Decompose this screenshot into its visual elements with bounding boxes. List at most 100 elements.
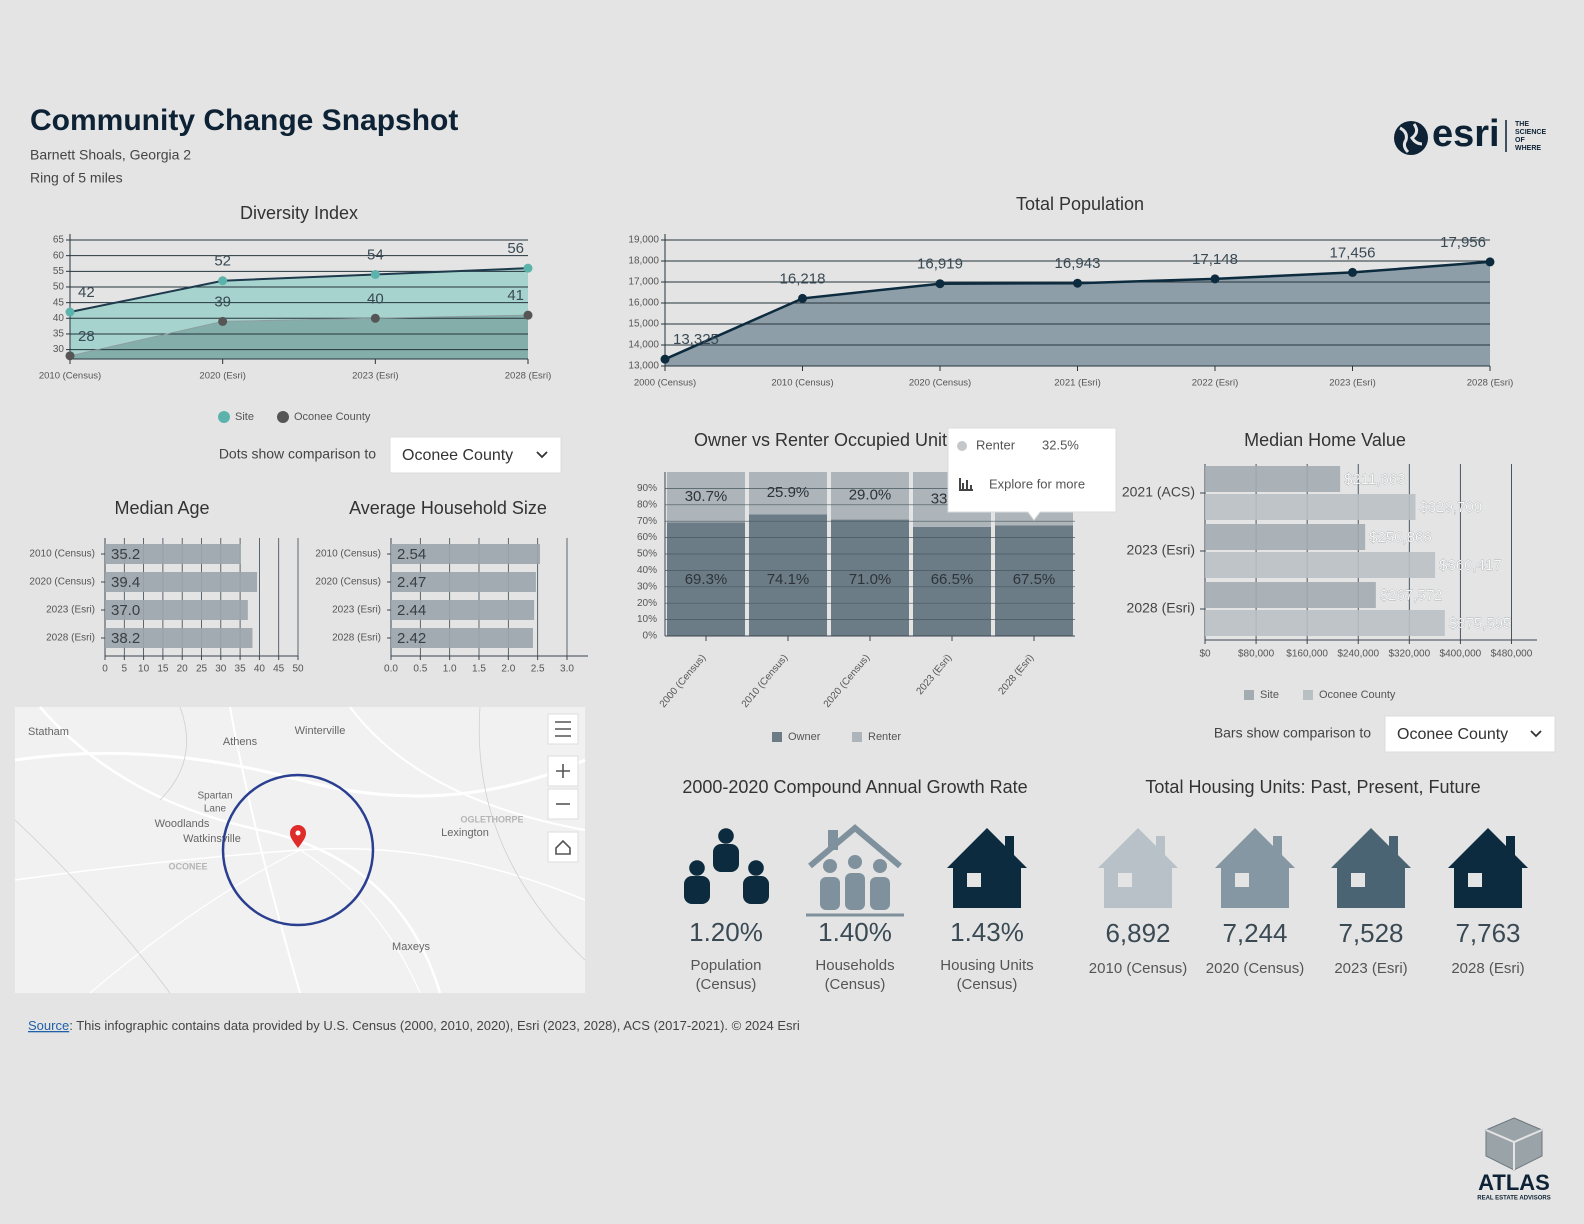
bar [1205,466,1341,492]
head [873,859,887,873]
place-label: Lane [204,804,227,815]
housing-label: 2020 (Census) [1206,960,1304,977]
map-button[interactable] [547,831,579,863]
place-label: Athens [223,736,258,748]
x-tick-label: 2010 (Census) [771,378,833,389]
home-button[interactable] [547,831,579,863]
chevron[interactable] [1530,730,1542,738]
y-tick-label: 2020 (Census) [315,577,381,588]
map[interactable]: Statham Athens Winterville Spartan Lane Woodl… [14,706,586,994]
x-tick-label: 5 [122,664,128,675]
chevron[interactable] [536,451,548,459]
dropdown-label: Dots show comparison to [219,446,376,462]
value-label: $329,700 [1420,499,1483,516]
point [1210,274,1220,284]
value-label: $267,572 [1380,587,1443,604]
value-label: 16,218 [780,270,826,287]
body [713,844,739,872]
bar [105,544,241,564]
x-tick-label: 2.5 [531,664,545,675]
chart-title: Diversity Index [240,203,358,223]
tooltip-icon [959,478,973,491]
y-tick-label: 20% [637,598,657,609]
dropdown-value[interactable]: Oconee County [402,447,513,464]
zoom-in-button[interactable] [547,755,579,787]
x-tick-label: 0 [102,664,108,675]
value-label: 56 [507,240,524,257]
growth-value: 1.20% [689,917,763,947]
legend-swatch [772,732,782,742]
x-tick-label: 2028 (Esri) [1467,378,1513,389]
x-tick-label: 0.5 [413,664,427,675]
place-label: Statham [28,726,69,738]
source-link[interactable]: Source [28,1018,69,1033]
x-tick-label: 10 [138,664,150,675]
source-text: : This infographic contains data provide… [69,1018,800,1033]
growth-value: 1.40% [818,917,892,947]
bar [391,572,536,592]
tooltip[interactable]: Renter 32.5% Explore for more [947,427,1117,521]
x-tick-label: 20 [177,664,189,675]
bar-segment [667,472,745,523]
growth-value: 1.43% [950,917,1024,947]
subtitle: Barnett Shoals, Georgia 2 [30,147,191,163]
growth-sublabel: (Census) [696,976,757,993]
bar [1205,494,1416,520]
zoom-out-button[interactable] [547,788,579,820]
road [299,849,421,994]
tooltip-action[interactable]: Explore for more [989,476,1085,491]
list-button[interactable] [547,713,579,745]
y-tick-label: 18,000 [628,256,659,267]
body [870,877,890,910]
bar [391,600,535,620]
housing-label: 2010 (Census) [1089,960,1187,977]
bar-segment [831,519,909,636]
button-icon[interactable] [555,839,571,855]
value-label: 16,943 [1055,255,1101,272]
boundary [478,706,586,961]
y-tick-label: 2010 (Census) [315,549,381,560]
dropdown[interactable]: Oconee County [1384,715,1556,753]
x-tick-label: 2010 (Census) [39,371,101,382]
value-label: 74.1% [767,571,810,588]
y-tick-label: 60% [637,532,657,543]
window [1235,873,1249,887]
dropdown-box[interactable] [389,436,562,474]
dropdown-box[interactable] [1384,715,1556,753]
y-tick-label: 2021 (ACS) [1122,484,1195,500]
legend-label: Oconee County [1319,689,1396,701]
head [848,855,862,869]
point [218,316,228,326]
atlas-tagline: REAL ESTATE ADVISORS [1477,1196,1550,1202]
dropdown[interactable]: Oconee County [389,436,562,474]
x-tick-label: 2023 (Esri) [1329,378,1375,389]
icon-house [1448,828,1528,908]
y-tick-label: 30 [53,344,65,355]
chart-title: Total Population [1016,194,1144,214]
button-icon[interactable] [555,721,571,737]
icon-households [806,824,904,917]
y-tick-label: 35 [53,329,65,340]
legend-label: Owner [788,731,821,743]
y-tick-label: 10% [637,614,657,625]
pin[interactable] [290,825,306,848]
roof [808,824,902,869]
x-tick-label: 2020 (Census) [909,378,971,389]
pin-dot [295,830,301,836]
dropdown-label: Bars show comparison to [1214,725,1371,741]
y-tick-label: 45 [53,297,65,308]
x-tick-label: $80,000 [1238,649,1275,660]
x-tick-label: $480,000 [1491,649,1533,660]
x-tick-label: 2023 (Esri) [352,371,398,382]
button-icon[interactable] [556,764,570,778]
bar-segment [749,514,827,636]
bar [1205,524,1366,550]
place-label: Lexington [441,827,489,839]
x-tick-label: $320,000 [1388,649,1430,660]
bar-segment [995,525,1073,636]
y-tick-label: 80% [637,499,657,510]
dropdown-value[interactable]: Oconee County [1397,726,1508,743]
y-tick-label: 65 [53,235,65,246]
page-title: Community Change Snapshot [30,104,458,137]
